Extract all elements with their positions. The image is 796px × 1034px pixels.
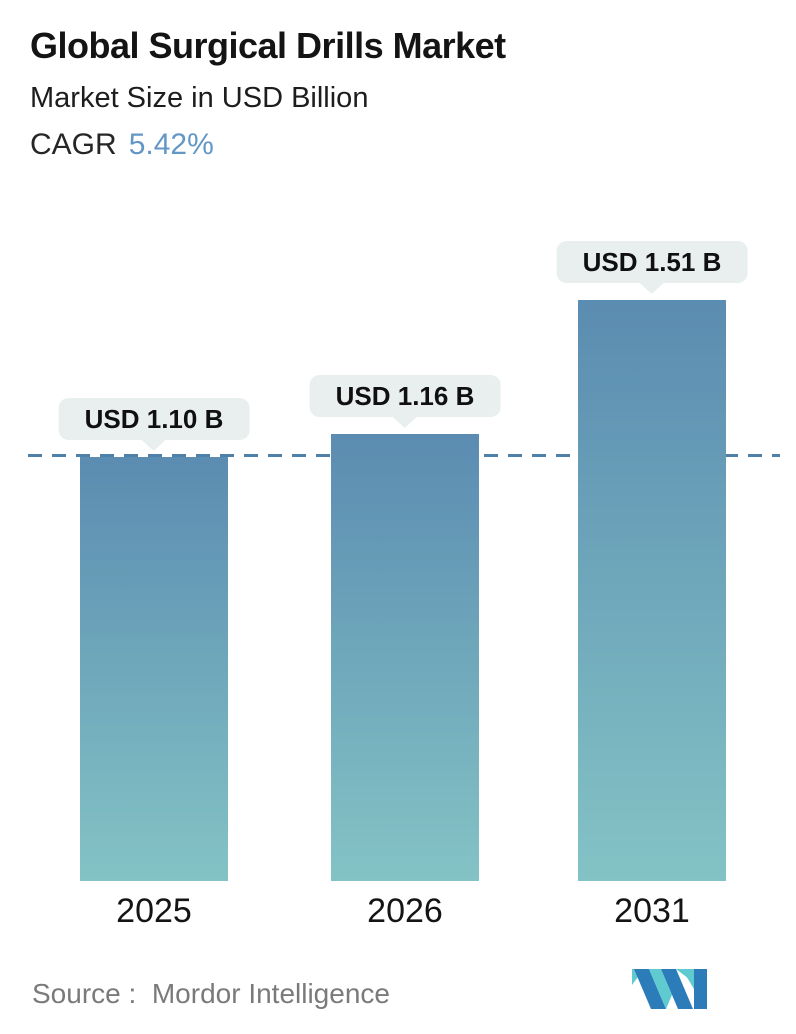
value-label-pill-2031: USD 1.51 B [556,241,748,283]
bar-2031 [578,300,726,881]
footer: Source : Mordor Intelligence [0,964,796,1034]
chart-header: Global Surgical Drills Market Market Siz… [30,24,506,162]
cagr-line: CAGR 5.42% [30,128,506,162]
bar-2025 [80,457,228,881]
page-title: Global Surgical Drills Market [30,25,506,66]
x-axis-label-2025: 2025 [116,892,192,930]
source-label: Source : [32,978,137,1009]
cagr-value: 5.42% [128,128,214,162]
value-label-pill-2025: USD 1.10 B [58,398,250,440]
x-axis-label-2026: 2026 [367,892,443,930]
chart-subtitle: Market Size in USD Billion [30,82,369,115]
bar-2026 [331,434,479,881]
source-value: Mordor Intelligence [151,978,390,1009]
source-attribution: Source : Mordor Intelligence [32,978,390,1010]
value-label-pill-2026: USD 1.16 B [309,375,501,417]
mordor-intelligence-logo [632,969,707,1009]
x-axis-label-2031: 2031 [614,892,690,930]
cagr-label: CAGR [30,128,117,162]
